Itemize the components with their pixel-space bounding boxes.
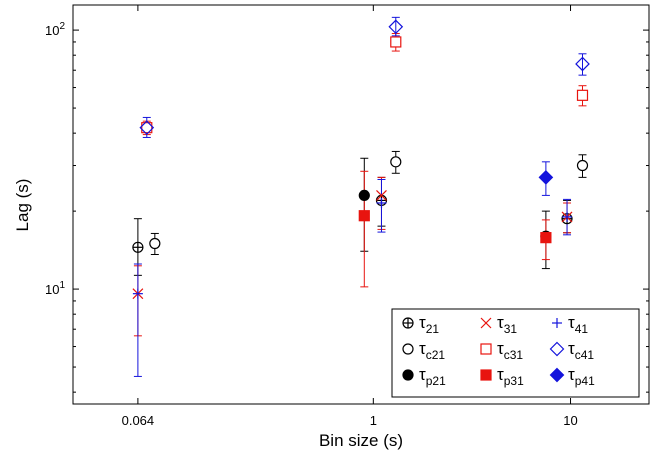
data-point-ring (390, 156, 402, 168)
legend-label: τp21 (419, 365, 446, 388)
legend-marker-sq (480, 343, 492, 355)
x-tick-label: 1 (370, 413, 377, 428)
plot-frame (72, 4, 650, 405)
legend-label: τp31 (497, 365, 524, 388)
y-axis-title: Lag (s) (13, 179, 32, 232)
data-point (132, 288, 143, 299)
legend-label: τc41 (568, 339, 594, 362)
legend-marker (480, 343, 492, 355)
legend-marker (480, 369, 492, 381)
legend-marker (549, 341, 565, 357)
data-point (575, 56, 590, 72)
data-point (376, 189, 387, 201)
data-point (358, 210, 370, 222)
legend-marker (402, 369, 414, 381)
data-point (540, 232, 552, 244)
data-point (390, 156, 402, 168)
y-tick-label: 101 (45, 280, 65, 297)
legend-marker-dm (549, 367, 565, 383)
legend-marker (552, 318, 562, 328)
data-point (538, 170, 554, 185)
data-point-b (376, 189, 387, 201)
data-point (149, 237, 161, 250)
legend-marker-dm (549, 341, 565, 357)
legend-marker (549, 367, 565, 383)
legend-marker-ring (402, 343, 414, 355)
legend-label: τc21 (419, 339, 445, 362)
x-tick-label: 0.064 (122, 413, 155, 428)
data-point-sq (540, 232, 552, 244)
data-point-dm (139, 120, 155, 136)
legend-label: τ41 (568, 313, 588, 336)
data-point (132, 241, 144, 253)
data-point-sq (141, 122, 153, 134)
x-axis-title: Bin size (s) (319, 431, 403, 450)
legend-marker-b (480, 317, 492, 329)
data-point-sq (358, 210, 370, 222)
data-point (388, 19, 404, 35)
legend: τ21 τ31 τ41 τc21 τc31 τc41 τp21 τp31 τp41 (391, 308, 640, 398)
legend-box (391, 308, 640, 398)
y-tick-label: 102 (45, 21, 65, 38)
legend-marker (402, 317, 414, 329)
data-point-ring (149, 237, 161, 250)
data-point-dm (538, 170, 554, 185)
data-point (358, 189, 370, 202)
data-point-dm (388, 19, 404, 35)
data-point (376, 197, 387, 208)
x-tick-label: 10 (563, 413, 577, 428)
data-point-sq (390, 36, 402, 48)
legend-marker (402, 343, 414, 355)
legend-label: τc31 (497, 339, 523, 362)
data-markers (132, 19, 590, 300)
data-point (139, 120, 155, 136)
legend-label: τ21 (419, 313, 439, 336)
data-point (390, 36, 402, 48)
legend-marker-dot (402, 369, 414, 381)
data-point (576, 89, 589, 101)
data-point-sq (576, 89, 589, 101)
legend-label: τ31 (497, 313, 517, 336)
data-point-ring (576, 159, 589, 172)
data-point (562, 211, 573, 222)
axis-ticks: 0.064 1 10 101 102 (45, 5, 649, 428)
data-point-dm (575, 56, 590, 72)
data-point (141, 122, 153, 134)
legend-marker (480, 317, 492, 329)
legend-label: τp41 (568, 365, 595, 388)
data-point-dot (358, 189, 370, 202)
legend-marker-sq (480, 369, 492, 381)
data-point (576, 159, 589, 172)
